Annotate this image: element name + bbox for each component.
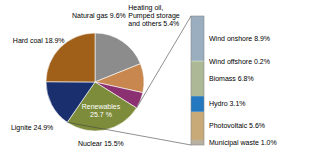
- pie-labels: Hard coal 18.9% Natural gas 9.6%Heating o…: [11, 4, 180, 146]
- segment-label: Municipal waste 1.0%: [209, 139, 277, 147]
- pie-slice: [46, 82, 95, 123]
- pie: [46, 33, 144, 131]
- segment-label: Photovoltaic 5.6%: [209, 122, 265, 129]
- bar: [191, 16, 204, 145]
- bar-segment: [191, 16, 204, 61]
- bar-segment: [191, 112, 204, 140]
- bar-labels: Municipal waste 1.0% Photovoltaic 5.6% Hyd…: [209, 35, 277, 147]
- slice-label: Hard coal 18.9%: [13, 37, 65, 44]
- bar-frame: [191, 16, 204, 145]
- connector: [67, 122, 191, 145]
- slice-label: Lignite 24.9%: [11, 124, 53, 132]
- segment-label: Wind offshore 0.2%: [209, 58, 270, 65]
- slice-label: Natural gas 9.6%: [72, 12, 126, 20]
- bar-segment: [191, 61, 204, 62]
- segment-label: Hydro 3.1%: [209, 100, 246, 108]
- segment-label: Biomass 6.8%: [209, 75, 254, 82]
- chart: Hard coal 18.9% Natural gas 9.6%Heating o…: [0, 0, 318, 158]
- slice-label: Renewables25.7 %: [82, 103, 121, 118]
- segment-label: Wind onshore 8.9%: [209, 35, 270, 42]
- connector: [137, 16, 191, 108]
- slice-label: Nuclear 15.5%: [78, 140, 124, 147]
- bar-segment: [191, 62, 204, 96]
- slice-label: Heating oil,Pumped storageand others 5.4…: [128, 4, 179, 27]
- bar-segment: [191, 140, 204, 145]
- bar-segment: [191, 96, 204, 112]
